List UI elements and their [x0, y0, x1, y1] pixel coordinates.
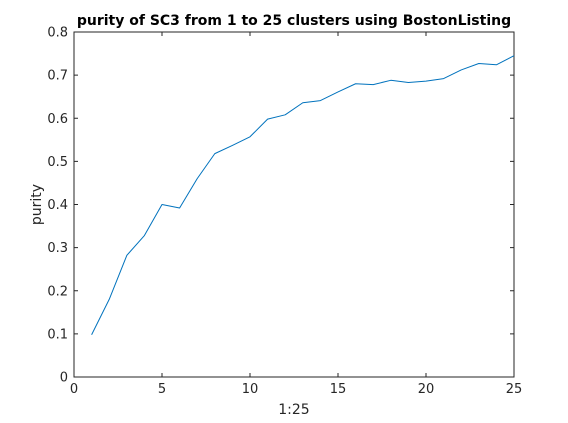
y-tick-label: 0.6 — [47, 112, 68, 127]
x-axis-label: 1:25 — [278, 402, 309, 418]
x-tick-label: 15 — [330, 382, 347, 397]
y-tick-label: 0 — [60, 371, 68, 386]
chart-title: purity of SC3 from 1 to 25 clusters usin… — [77, 13, 511, 29]
y-tick-label: 0.4 — [47, 198, 68, 213]
plot-area — [73, 31, 515, 378]
y-tick-label: 0.2 — [47, 284, 68, 299]
axis-tick-labels: 0 5 10 15 20 25 0 0.1 0.2 0.3 0.4 0.5 0.6 0.7 0.8 — [47, 26, 522, 398]
y-tick-label: 0.7 — [47, 69, 68, 84]
series-group — [91, 55, 515, 335]
y-tick-label: 0.8 — [47, 26, 68, 41]
y-axis-label: purity — [29, 184, 45, 225]
x-tick-label: 10 — [242, 382, 259, 397]
x-tick-label: 5 — [158, 382, 166, 397]
y-tick-label: 0.3 — [47, 241, 68, 256]
x-tick-label: 20 — [418, 382, 435, 397]
y-tick-label: 0.1 — [47, 327, 68, 342]
y-tick-label: 0.5 — [47, 155, 68, 170]
x-tick-label: 25 — [506, 382, 523, 397]
series-line — [91, 55, 515, 335]
axis-ticks — [73, 31, 515, 378]
x-tick-label: 0 — [70, 382, 78, 397]
